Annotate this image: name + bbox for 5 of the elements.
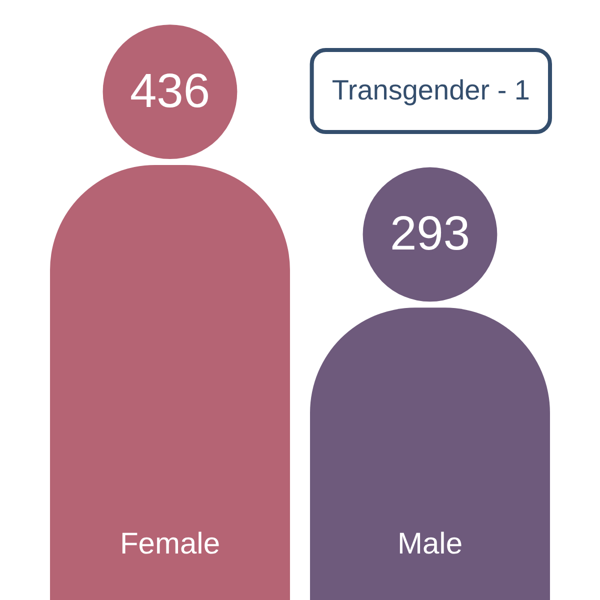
data-label: 293: [390, 208, 470, 261]
x-tick-label: Male: [397, 527, 463, 560]
text: Transgender - 1: [332, 74, 530, 106]
x-tick-label: Female: [120, 527, 220, 560]
data-label: 436: [130, 65, 210, 118]
